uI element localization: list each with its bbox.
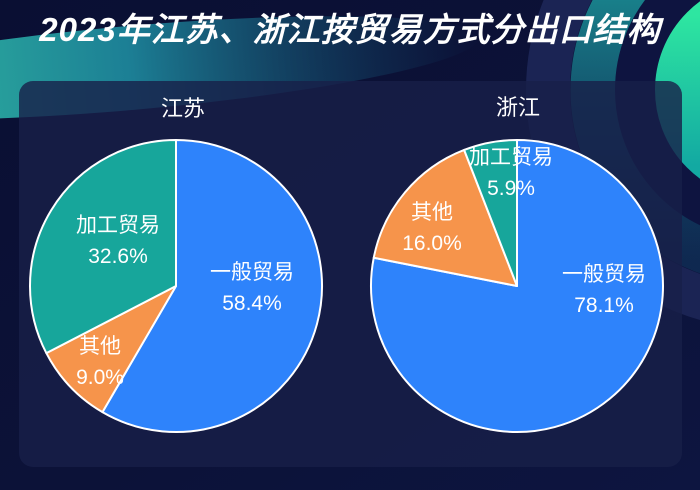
slice-name: 其他 [79, 335, 121, 358]
slice-name: 一般贸易 [562, 263, 646, 286]
pie-江苏-label-一般贸易: 一般贸易 58.4% [210, 257, 294, 319]
slice-percent: 9.0% [76, 366, 124, 389]
pie-江苏-label-其他: 其他 9.0% [76, 331, 124, 393]
pie-江苏-label-加工贸易: 加工贸易 32.6% [76, 210, 160, 272]
slice-name: 加工贸易 [76, 214, 160, 237]
pie-江苏-slice-一般贸易 [101, 139, 323, 433]
pie-浙江-slice-加工贸易 [463, 139, 518, 287]
chart-title-zhejiang: 浙江 [495, 95, 541, 120]
pie-江苏-slice-加工贸易 [28, 139, 177, 355]
slice-percent: 5.9% [487, 177, 535, 200]
top-left-swoosh-shape [0, 16, 479, 120]
slice-name: 其他 [410, 201, 453, 224]
chart-title-jiangsu: 江苏 [160, 96, 206, 121]
slice-percent: 32.6% [88, 245, 148, 268]
slice-name: 一般贸易 [210, 261, 294, 284]
slice-percent: 16.0% [402, 232, 462, 255]
slice-percent: 58.4% [222, 292, 282, 315]
slice-percent: 78.1% [574, 294, 634, 317]
pie-浙江-label-加工贸易: 加工贸易 5.9% [469, 142, 553, 204]
pie-浙江-slice-其他 [372, 148, 518, 287]
pie-江苏-slice-其他 [45, 285, 177, 414]
pie-浙江-label-一般贸易: 一般贸易 78.1% [562, 259, 646, 321]
slice-name: 加工贸易 [469, 146, 553, 169]
page-title: 2023年江苏、浙江按贸易方式分出口结构 [39, 11, 661, 48]
pie-浙江-label-其他: 其他 16.0% [402, 197, 462, 259]
